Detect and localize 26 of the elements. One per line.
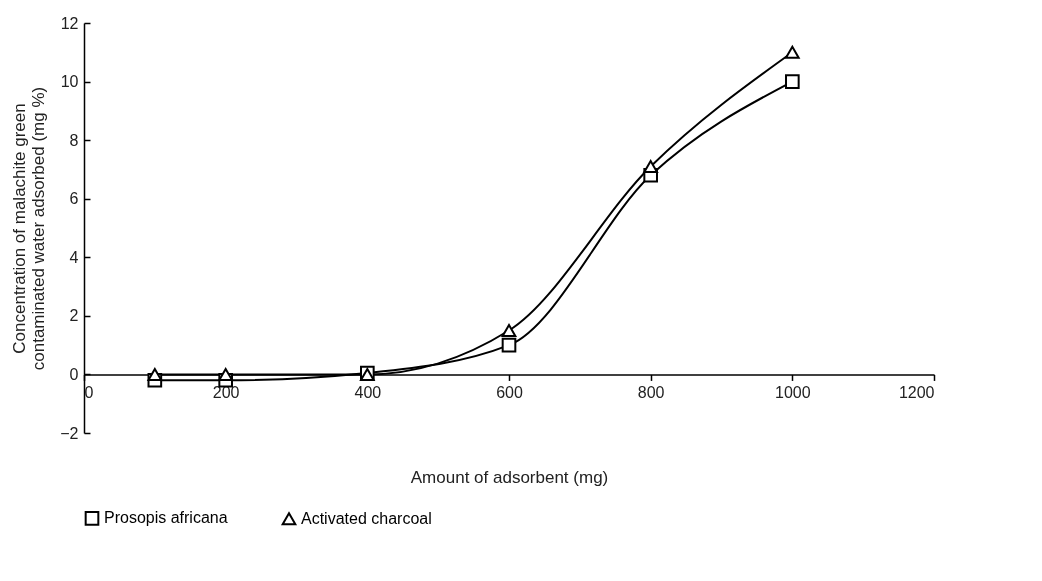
x-tick-label: 400 xyxy=(354,383,382,401)
y-tick-label: 6 xyxy=(69,190,79,208)
x-tick-label: 200 xyxy=(212,383,240,401)
point xyxy=(785,45,800,59)
point xyxy=(785,74,800,89)
point xyxy=(643,160,658,173)
x-axis-title: Amount of adsorbent (mg) xyxy=(410,467,609,487)
y-axis-title: Concentration of malachite green contaminated water adsorbed (mg %) xyxy=(10,86,49,371)
y-tick-label: 0 xyxy=(69,365,79,383)
y-tick-label: −2 xyxy=(60,424,79,442)
point xyxy=(218,367,233,381)
x-tick-label: 1200 xyxy=(898,383,935,401)
y-tick-label: 12 xyxy=(60,14,79,32)
x-tick-label: 0 xyxy=(84,383,94,401)
legend-label: Activated charcoal xyxy=(301,509,432,527)
y-tick-label: 10 xyxy=(60,73,79,91)
y-tick-label: 2 xyxy=(69,307,79,325)
y-tick-label: 4 xyxy=(69,248,79,266)
x-tick-label: 1000 xyxy=(775,383,811,401)
y-tick-label: 8 xyxy=(69,131,79,149)
legend-label: Prosopis africana xyxy=(104,509,228,527)
point xyxy=(147,367,163,381)
x-tick-label: 800 xyxy=(637,383,665,401)
point xyxy=(501,337,517,353)
x-tick-label: 600 xyxy=(496,383,523,401)
point xyxy=(501,324,517,337)
